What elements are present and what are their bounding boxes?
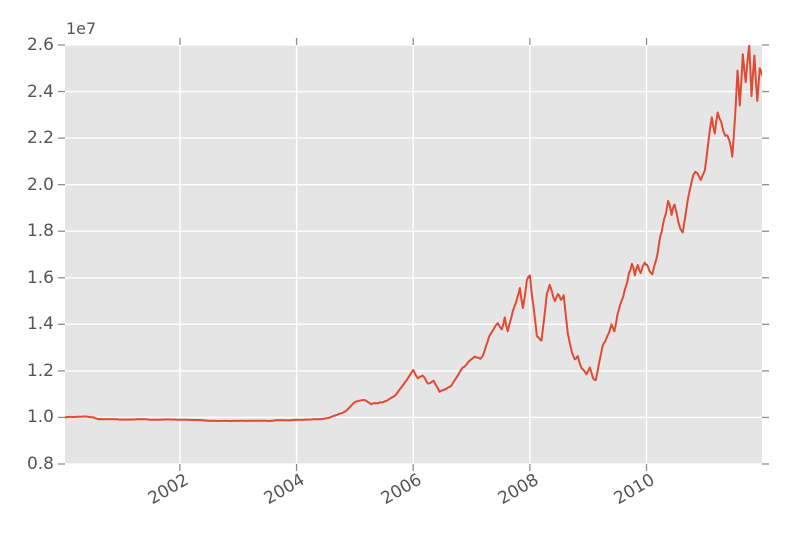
y-tick-label: 0.8 xyxy=(26,454,54,474)
y-tick-label: 1.2 xyxy=(26,360,54,381)
y-tick-label: 1.0 xyxy=(26,407,54,428)
y-tick-label: 2.4 xyxy=(26,81,54,102)
y-axis-offset-label: 1e7 xyxy=(66,19,97,38)
y-tick-label: 2.2 xyxy=(26,128,54,149)
cumulative-value-line xyxy=(65,45,762,422)
y-tick-label: 1.4 xyxy=(26,314,54,335)
y-tick-label: 2.0 xyxy=(26,174,54,195)
y-tick-label: 1.8 xyxy=(26,221,54,242)
y-tick-label: 1.6 xyxy=(26,267,54,288)
y-tick-label: 2.6 xyxy=(26,35,54,55)
